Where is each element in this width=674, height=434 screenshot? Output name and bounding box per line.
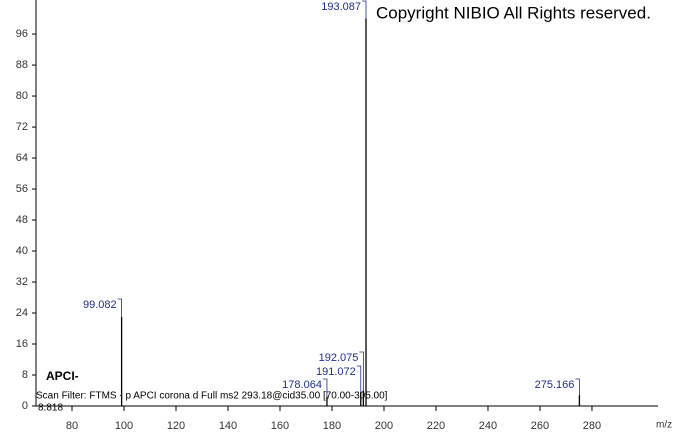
x-tick-label: 120 <box>167 420 185 432</box>
y-tick-label: 48 <box>16 214 28 226</box>
label-bracket <box>322 378 328 398</box>
label-bracket <box>356 365 362 393</box>
ionization-mode: APCI- <box>46 369 79 383</box>
label-bracket <box>575 378 580 396</box>
x-tick-label: 280 <box>583 420 601 432</box>
y-tick-label: 64 <box>16 152 28 164</box>
y-tick-label: 8 <box>22 369 28 381</box>
peak-label: 99.082 <box>83 299 117 311</box>
y-tick-label: 32 <box>16 276 28 288</box>
y-tick-label: 24 <box>16 307 28 319</box>
peak-label: 193.087 <box>321 1 361 13</box>
y-tick-label: 80 <box>16 90 28 102</box>
x-tick-label: 100 <box>115 420 133 432</box>
label-bracket <box>362 0 367 19</box>
label-bracket <box>117 298 123 317</box>
y-tick-label: 40 <box>16 245 28 257</box>
peak-label: 192.075 <box>319 352 359 364</box>
peak-label: 275.166 <box>535 379 575 391</box>
y-tick-label: 16 <box>16 338 28 350</box>
x-tick-label: 220 <box>427 420 445 432</box>
x-tick-label: 240 <box>479 420 497 432</box>
y-tick-label: 88 <box>16 59 28 71</box>
y-tick-label: 0 <box>22 400 28 412</box>
x-tick-label: 200 <box>375 420 393 432</box>
x-tick-label: 180 <box>323 420 341 432</box>
peak-label: 178.064 <box>282 379 322 391</box>
x-axis-label: m/z <box>656 420 672 431</box>
peak-label: 191.072 <box>316 366 356 378</box>
label-bracket <box>359 351 364 391</box>
y-tick-label: 96 <box>16 28 28 40</box>
scan-filter: Scan Filter: FTMS - p APCI corona d Full… <box>36 391 388 402</box>
y-tick-label: 56 <box>16 183 28 195</box>
y-tick-label: 72 <box>16 121 28 133</box>
x-tick-label: 160 <box>271 420 289 432</box>
intensity-note: 8.818 <box>38 403 63 414</box>
x-tick-label: 80 <box>66 420 78 432</box>
x-tick-label: 140 <box>219 420 237 432</box>
x-tick-label: 260 <box>531 420 549 432</box>
copyright: Copyright NIBIO All Rights reserved. <box>376 3 651 22</box>
